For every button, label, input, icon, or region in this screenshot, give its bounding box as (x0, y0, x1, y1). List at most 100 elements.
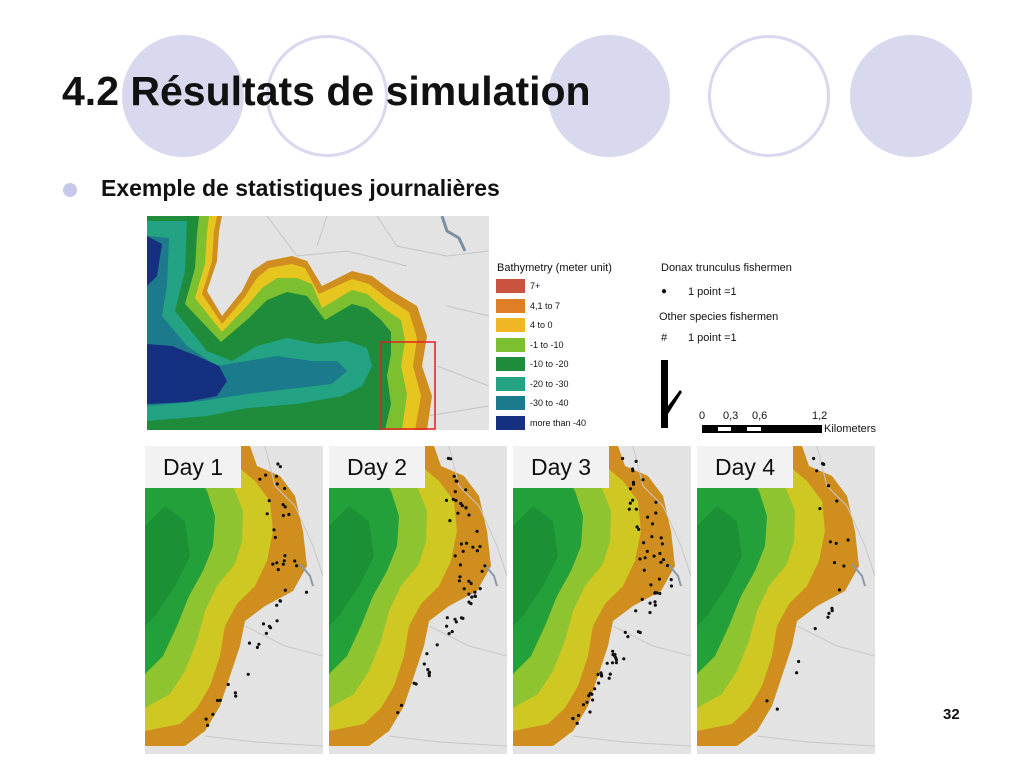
fisherman-point (470, 595, 474, 599)
fisherman-point (669, 578, 673, 582)
fisherman-point (653, 591, 657, 595)
fisherman-point (643, 556, 647, 560)
fisherman-point (635, 525, 639, 529)
fisherman-point (215, 698, 220, 703)
fisherman-point (649, 583, 653, 587)
legend-swatch (496, 279, 525, 293)
fisherman-point (283, 505, 287, 509)
legend-swatch (496, 376, 525, 391)
fisherman-point (614, 656, 618, 660)
highlight-box (380, 341, 436, 430)
bullet-icon (63, 183, 77, 197)
fisherman-point (669, 584, 673, 588)
day-label: Day 1 (145, 446, 241, 488)
fisherman-point (281, 503, 285, 507)
legend-label: more than -40 (530, 417, 587, 428)
fisherman-point (467, 592, 471, 596)
fisherman-point (459, 501, 463, 506)
fisherman-point (276, 462, 280, 466)
legend-label: 7+ (530, 281, 541, 291)
legend-swatch (496, 298, 525, 313)
day-map-graphic (513, 446, 691, 754)
fisherman-point (426, 668, 430, 672)
scale-tick-label: 0 (699, 410, 706, 422)
fisherman-point (453, 617, 457, 621)
fisherman-point (447, 632, 451, 636)
decorative-circle (122, 35, 244, 157)
fisherman-point (846, 538, 850, 542)
fisherman-point (653, 603, 657, 607)
donax-point-icon: ● (661, 286, 668, 297)
fisherman-point (652, 554, 656, 558)
scale-tick-label: 0,6 (752, 410, 768, 422)
fisherman-point (467, 579, 471, 583)
fisherman-point (641, 478, 645, 482)
fisherman-point (478, 544, 482, 549)
bathymetry-zone (756, 735, 875, 747)
fisherman-point (456, 511, 460, 515)
fisherman-point (473, 594, 477, 598)
fisherman-point (461, 549, 465, 553)
fisherman-point (638, 557, 642, 561)
fisherman-point (427, 670, 432, 674)
fisherman-point (274, 474, 278, 478)
fisherman-point (642, 541, 646, 545)
bathymetry-zone (299, 563, 314, 587)
fisherman-point (204, 717, 208, 721)
fisherman-point (842, 564, 846, 568)
fisherman-point (659, 536, 663, 540)
fisherman-point (471, 545, 475, 549)
fisherman-point (631, 498, 635, 502)
fisherman-point (648, 601, 652, 605)
fisherman-point (458, 563, 462, 567)
bathymetry-zone (428, 625, 507, 657)
fisherman-point (467, 600, 471, 604)
fisherman-point (821, 462, 825, 466)
fisherman-point (827, 611, 831, 615)
fisherman-point (661, 558, 666, 562)
day-map-graphic (329, 446, 507, 754)
fisherman-point (264, 473, 268, 477)
day-label: Day 2 (329, 446, 425, 488)
fisherman-point (257, 642, 261, 646)
fisherman-point (206, 723, 210, 727)
other-species-symbol: # (661, 332, 668, 344)
fisherman-point (459, 542, 463, 546)
legend-swatch (496, 318, 525, 332)
fisherman-point (278, 465, 282, 469)
bathymetry-zone (388, 735, 507, 747)
north-arrow-icon (661, 360, 682, 428)
fisherman-point (444, 498, 449, 502)
fisherman-point (623, 630, 627, 634)
fisherman-point (832, 561, 837, 565)
fisherman-point (449, 457, 453, 461)
fisherman-point (622, 657, 626, 661)
fisherman-point (455, 479, 459, 483)
fisherman-point (797, 659, 801, 664)
fisherman-point (464, 488, 468, 492)
legend-label: -1 to -10 (530, 339, 564, 350)
fisherman-point (414, 682, 418, 686)
fisherman-point (287, 512, 291, 517)
fisherman-point (795, 671, 799, 675)
bathymetry-zone (513, 506, 558, 626)
bathymetry-zone (796, 625, 875, 657)
fisherman-point (462, 587, 466, 591)
fisherman-point (267, 499, 271, 503)
fisherman-point (272, 528, 276, 532)
fisherman-point (265, 512, 269, 516)
scale-tick-label: 0,3 (723, 410, 739, 422)
fisherman-point (276, 568, 280, 572)
legend-swatch (496, 415, 525, 430)
slide-number: 32 (943, 706, 960, 723)
fisherman-point (608, 672, 612, 676)
bathymetry-zone (816, 446, 875, 577)
fisherman-point (593, 687, 597, 691)
bullet-text: Exemple de statistiques journalières (101, 175, 500, 201)
fisherman-point (654, 511, 658, 515)
fisherman-point (628, 487, 633, 491)
fisherman-point (211, 712, 215, 716)
fisherman-point (281, 513, 285, 518)
slide-title: 4.2 Résultats de simulation (62, 68, 591, 114)
fisherman-point (642, 568, 646, 572)
